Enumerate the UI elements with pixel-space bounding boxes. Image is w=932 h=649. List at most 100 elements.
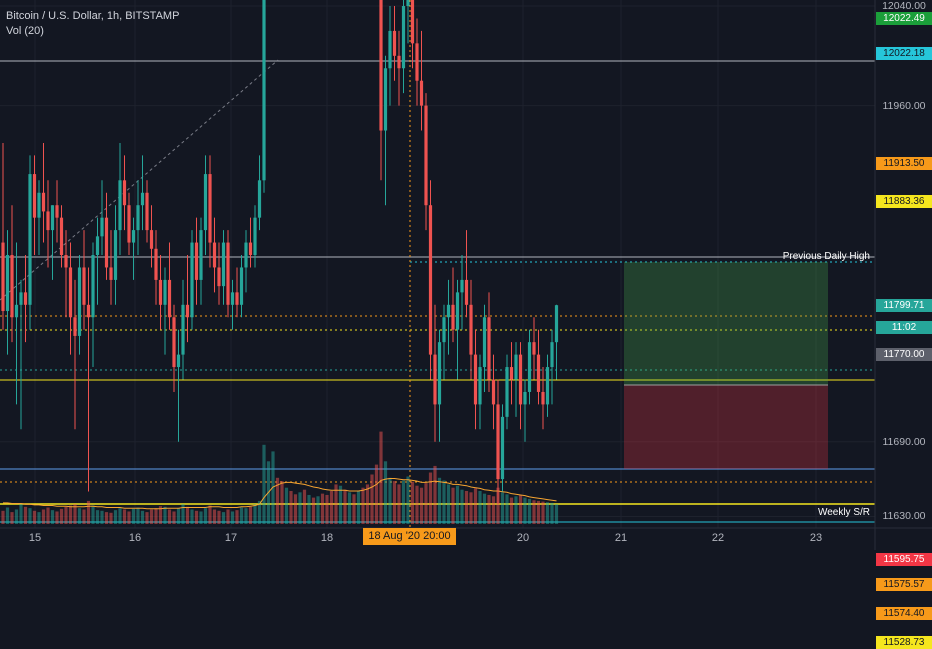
candle-body [212,242,217,268]
candle-body [5,255,10,312]
volume-bar [500,492,505,524]
candle-body [181,304,185,355]
candle-body [131,230,136,243]
volume-bar [446,484,451,524]
candle-body [262,0,266,181]
volume-bar [248,506,253,524]
volume-bar [77,508,82,524]
crosshair-time-label: 18 Aug '20 20:00 [363,528,456,545]
candle-body [442,317,446,343]
volume-bar [361,487,365,524]
candle-body [505,367,509,417]
candle-body [469,304,473,355]
volume-bar [478,491,482,524]
volume-bar [19,504,23,524]
candle-body [478,367,482,405]
candle-body [487,317,491,380]
volume-bar [118,508,122,524]
volume-bar [194,510,199,524]
price-axis-label: 11528.73 [876,636,932,649]
price-axis-bg[interactable] [875,0,932,528]
volume-bar [73,504,77,524]
volume-bar [469,492,473,524]
candle-body [464,279,469,305]
volume-bar [536,500,541,524]
price-axis-label: 11883.36 [876,194,932,208]
candle-body [14,304,19,318]
candle-body [545,367,550,405]
price-chart[interactable] [0,0,932,550]
candle-body [500,416,505,480]
candle-body [383,68,388,131]
candle-body [244,242,248,268]
candle-body [82,267,86,305]
candle-body [401,6,406,69]
candle-body [248,242,253,256]
candle-body [149,230,154,249]
volume-bar [329,491,334,524]
candle-body [523,391,527,405]
volume-bar [352,494,356,524]
volume-bar [392,481,397,524]
candle-body [136,205,140,231]
volume-bar [23,506,28,524]
time-tick-label: 18 [320,532,334,544]
chart-grid [0,0,875,528]
volume-bar [541,501,545,524]
candle-body [10,255,14,318]
volume-bar [122,509,127,524]
volume-bar [275,477,280,524]
volume-bar [172,511,176,524]
volume-bar [338,485,343,524]
candle-body [482,317,487,368]
candle-body [109,267,113,280]
candle-body [221,242,226,287]
time-tick-label: 22 [711,532,725,544]
candle-body [235,292,239,305]
volume-bar [64,506,68,524]
time-tick-label: 16 [128,532,142,544]
candle-body [203,174,208,231]
volume-indicator-label[interactable]: Vol (20) [6,25,44,37]
candle-body [32,174,37,218]
long-position-tool[interactable] [624,262,828,469]
volume-bar [5,507,10,524]
volume-bar [257,500,262,524]
candle-body [550,342,554,368]
candle-body [460,279,464,293]
candle-body [167,279,172,318]
time-tick-label: 17 [224,532,238,544]
volume-bar [298,492,302,524]
volume-bar [14,509,19,524]
candle-body [217,267,221,287]
volume-bar [239,507,244,524]
candle-body [253,217,257,256]
volume-bar [473,488,478,524]
volume-bar [550,502,554,524]
candle-body [536,354,541,392]
volume-bar [154,508,158,524]
candle-body [527,342,532,392]
volume-bar [127,511,131,524]
volume-bar [401,480,406,524]
volume-bar [320,493,325,524]
price-tick-label: 11690.00 [882,435,926,448]
candle-body [554,305,559,343]
volume-bar [410,481,415,524]
candle-body [514,354,518,380]
candle-body [59,217,64,256]
candle-body [388,30,392,69]
volume-bar [91,505,95,524]
candle-body [446,304,451,318]
volume-ma-line [3,478,557,510]
volume-bar [109,512,113,524]
volume-bars [1,431,559,524]
candle-body [77,267,82,336]
volume-bar [68,505,73,524]
time-tick-label: 15 [28,532,42,544]
volume-bar [545,502,550,524]
volume-bar [217,510,221,524]
price-tick-label: 12040.00 [882,0,926,12]
candle-body [541,391,545,405]
volume-bar [167,509,172,524]
